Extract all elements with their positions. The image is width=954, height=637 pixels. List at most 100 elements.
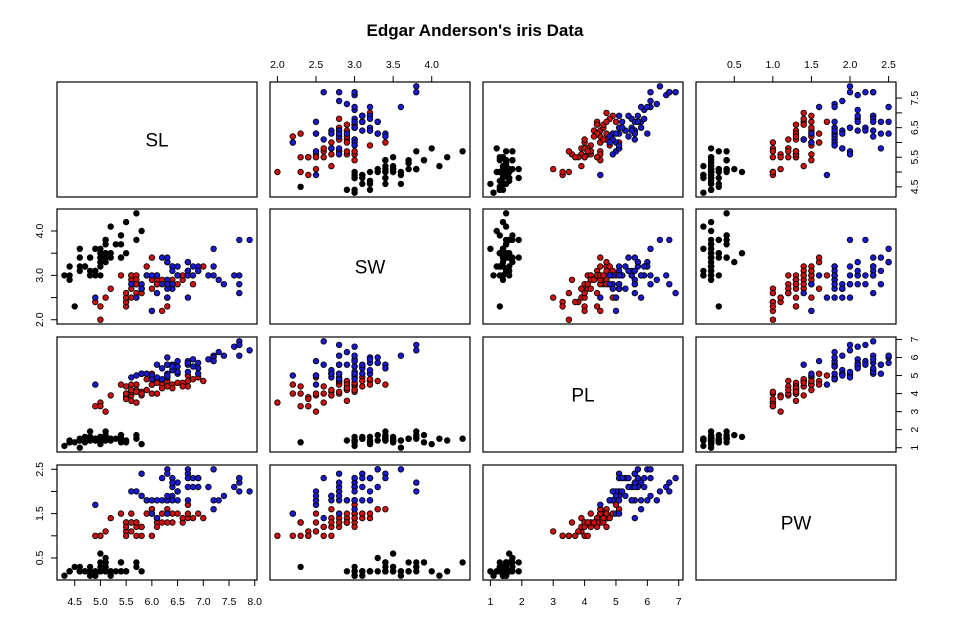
- data-point-versicolor: [297, 130, 304, 137]
- data-point-setosa: [738, 433, 746, 441]
- data-point-versicolor: [297, 153, 304, 161]
- tick-label: 1: [487, 596, 493, 608]
- data-point-setosa: [397, 180, 405, 188]
- tick-label: 5.0: [93, 596, 108, 608]
- data-point-virginica: [631, 479, 638, 486]
- data-point-versicolor: [312, 165, 320, 173]
- data-point-versicolor: [603, 267, 610, 275]
- right-axis-sl: 4.5 5.5 6.5 7.5: [895, 91, 921, 194]
- data-point-versicolor: [320, 383, 327, 390]
- data-point-versicolor: [815, 381, 823, 388]
- data-point-setosa: [707, 272, 715, 279]
- data-point-virginica: [634, 466, 642, 473]
- data-point-virginica: [870, 127, 877, 134]
- data-point-versicolor: [769, 303, 777, 310]
- data-point-versicolor: [312, 153, 320, 161]
- data-point-setosa: [707, 241, 715, 248]
- data-point-versicolor: [320, 390, 327, 397]
- data-point-versicolor: [792, 294, 800, 301]
- data-point-versicolor: [565, 532, 573, 539]
- data-point-virginica: [164, 470, 171, 477]
- data-point-setosa: [707, 153, 715, 161]
- data-point-virginica: [169, 363, 176, 370]
- data-point-virginica: [839, 352, 846, 359]
- data-point-setosa: [86, 254, 94, 261]
- tick-label: 2.0: [270, 59, 285, 71]
- data-point-setosa: [297, 563, 304, 571]
- data-point-setosa: [138, 227, 145, 235]
- data-point-versicolor: [603, 523, 610, 531]
- data-point-virginica: [823, 171, 831, 179]
- data-point-versicolor: [550, 528, 557, 535]
- data-point-virginica: [366, 103, 374, 111]
- data-point-virginica: [619, 488, 626, 495]
- data-point-virginica: [184, 258, 192, 266]
- data-point-versicolor: [343, 519, 351, 526]
- data-point-virginica: [846, 341, 854, 349]
- data-point-versicolor: [366, 381, 374, 388]
- top-axis-pw: 0.5 1.0 1.5 2.0 2.5: [727, 59, 896, 83]
- data-point-virginica: [335, 341, 343, 349]
- data-point-virginica: [320, 88, 327, 96]
- data-point-virginica: [854, 258, 861, 266]
- data-point-virginica: [597, 294, 604, 301]
- data-point-virginica: [210, 245, 217, 252]
- data-point-virginica: [637, 294, 645, 301]
- data-point-virginica: [374, 483, 381, 491]
- tick-label: 0.5: [727, 59, 742, 71]
- data-point-virginica: [374, 466, 381, 473]
- data-point-versicolor: [138, 523, 145, 531]
- data-point-virginica: [831, 142, 838, 149]
- data-point-versicolor: [800, 121, 807, 128]
- data-point-virginica: [606, 281, 613, 288]
- tick-label: 2: [519, 596, 525, 608]
- data-point-setosa: [436, 572, 443, 579]
- data-point-setosa: [297, 439, 304, 446]
- data-point-virginica: [351, 376, 358, 383]
- data-point-virginica: [666, 236, 673, 244]
- data-point-virginica: [666, 88, 673, 96]
- data-point-virginica: [846, 151, 854, 158]
- data-point-virginica: [609, 151, 616, 158]
- data-point-virginica: [320, 136, 327, 143]
- data-point-virginica: [169, 267, 176, 275]
- data-point-versicolor: [808, 377, 815, 385]
- data-point-versicolor: [138, 532, 145, 539]
- data-point-versicolor: [581, 523, 588, 531]
- data-point-virginica: [831, 370, 838, 377]
- data-point-versicolor: [785, 136, 792, 143]
- data-point-versicolor: [808, 118, 815, 125]
- data-point-versicolor: [351, 514, 358, 522]
- data-point-versicolor: [382, 139, 389, 146]
- data-point-virginica: [210, 263, 217, 270]
- data-point-versicolor: [382, 506, 389, 513]
- data-point-setosa: [428, 568, 435, 575]
- data-point-setosa: [499, 218, 507, 226]
- tick-label: 4: [909, 391, 921, 397]
- data-point-setosa: [107, 572, 114, 579]
- tick-label: 6.0: [145, 596, 160, 608]
- data-point-setosa: [382, 435, 389, 442]
- data-point-setosa: [117, 232, 125, 239]
- data-point-virginica: [128, 488, 135, 495]
- data-point-versicolor: [581, 289, 588, 297]
- data-point-setosa: [133, 210, 140, 217]
- tick-label: 4.0: [424, 59, 439, 71]
- data-point-virginica: [615, 497, 623, 504]
- data-point-versicolor: [328, 162, 335, 170]
- data-point-setosa: [515, 236, 522, 244]
- data-point-virginica: [164, 281, 171, 288]
- data-point-versicolor: [581, 153, 588, 161]
- data-point-virginica: [174, 488, 181, 495]
- data-point-versicolor: [328, 386, 335, 394]
- tick-label: 7.5: [909, 91, 921, 106]
- data-point-virginica: [210, 506, 217, 513]
- data-point-setosa: [428, 440, 435, 448]
- data-point-versicolor: [590, 133, 598, 140]
- data-point-virginica: [153, 361, 161, 368]
- data-point-virginica: [839, 372, 846, 379]
- data-point-versicolor: [568, 276, 576, 283]
- data-point-setosa: [397, 444, 405, 451]
- data-point-virginica: [194, 483, 202, 491]
- data-point-virginica: [92, 381, 99, 388]
